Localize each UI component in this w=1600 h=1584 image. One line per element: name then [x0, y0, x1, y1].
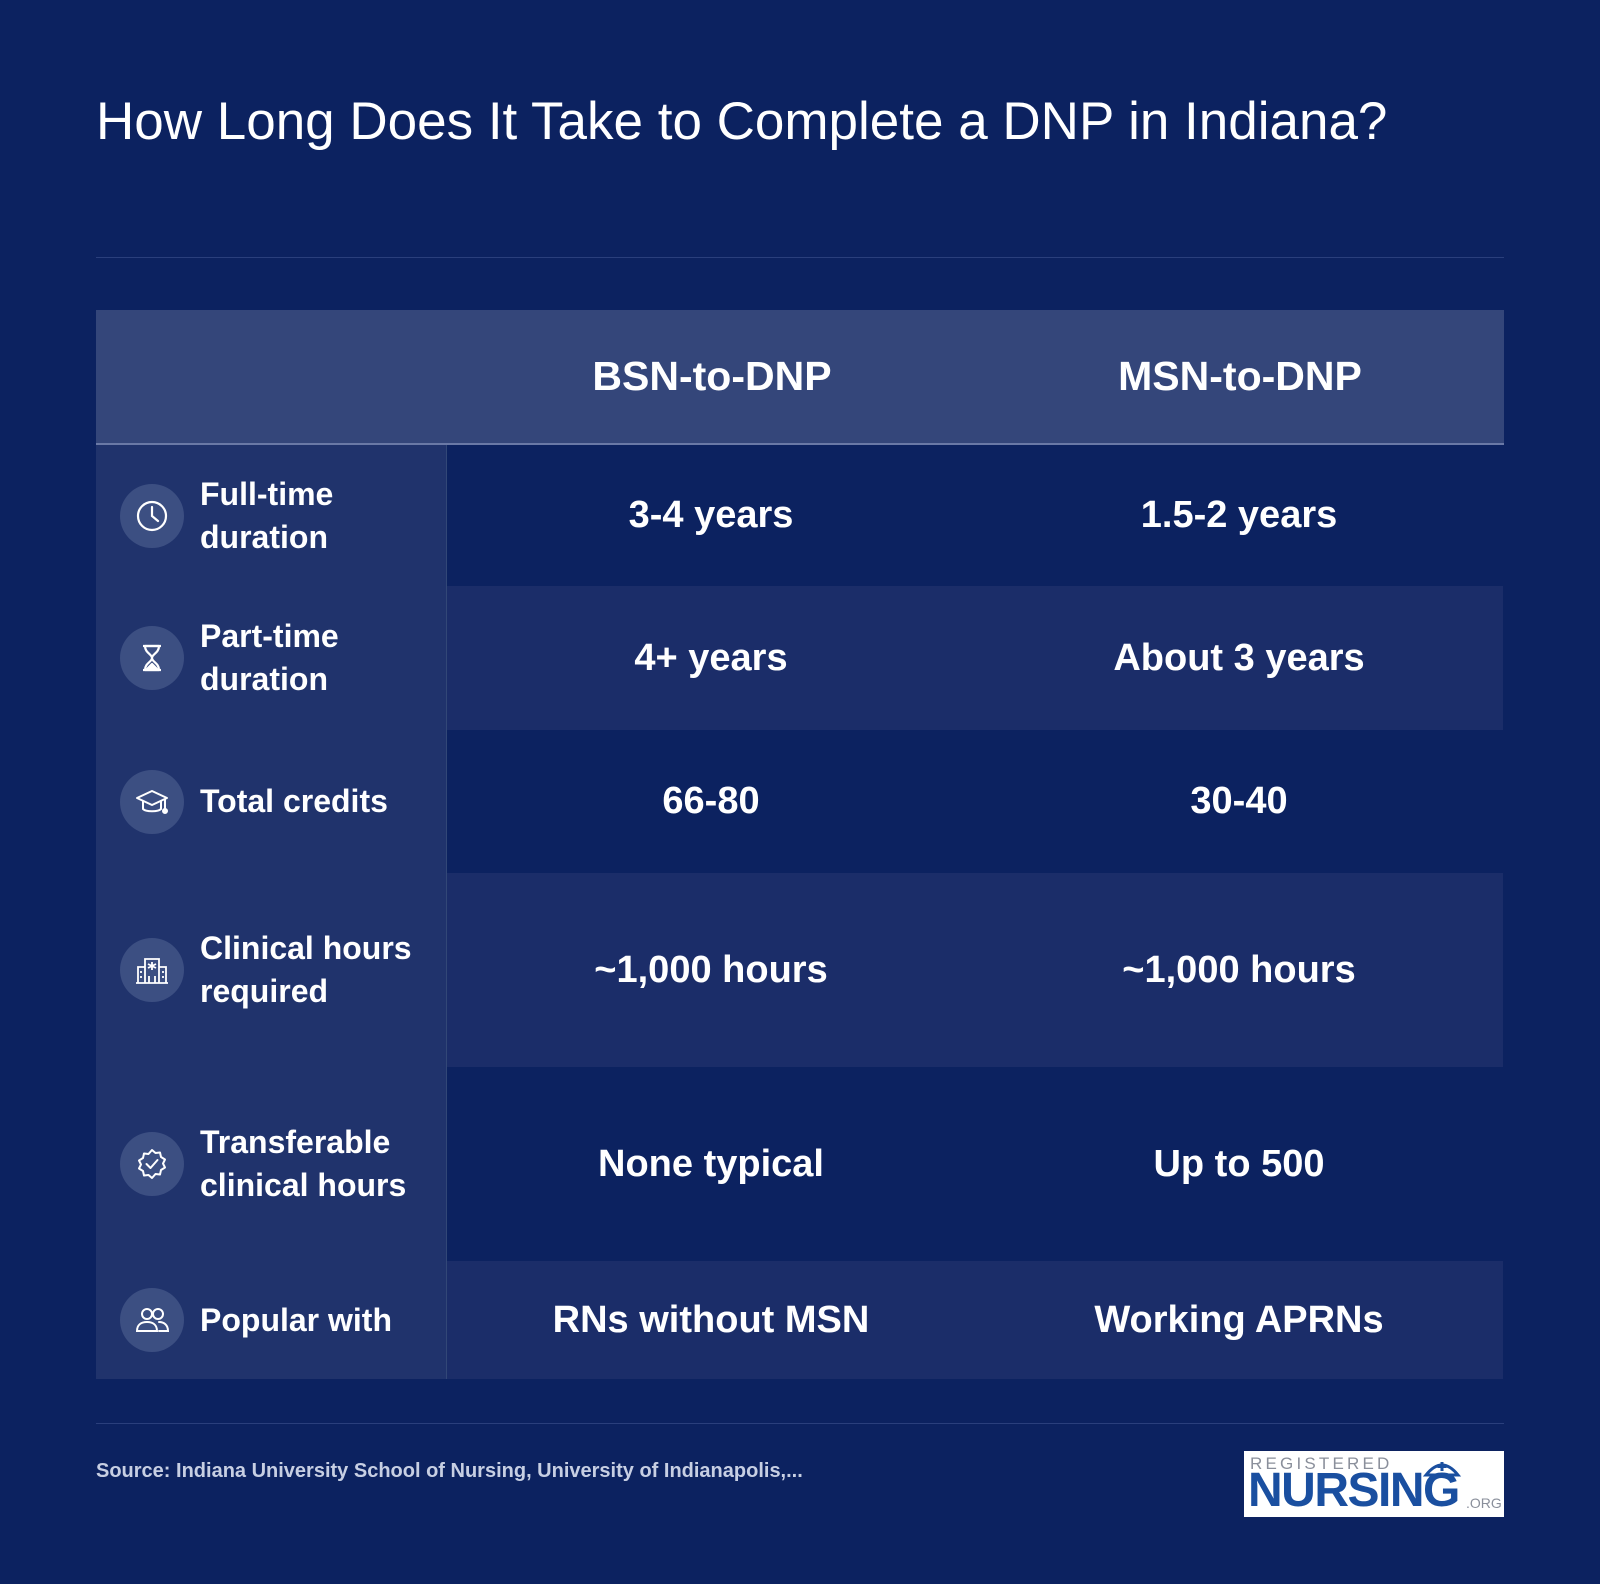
cell-msn: ~1,000 hours [975, 873, 1503, 1067]
registered-nursing-logo: REGISTERED NURSING .ORG [1244, 1451, 1504, 1517]
hourglass-icon [120, 626, 184, 690]
cell-msn: 1.5-2 years [975, 445, 1503, 586]
logo-suffix: .ORG [1466, 1495, 1502, 1511]
graduation-cap-icon [120, 769, 184, 834]
row-label: Transferable clinical hours [96, 1067, 447, 1261]
table-header: BSN-to-DNP MSN-to-DNP [96, 310, 1504, 445]
badge-check-icon [120, 1132, 184, 1196]
header-corner [96, 310, 448, 443]
cell-bsn: RNs without MSN [447, 1261, 975, 1379]
row-label: Part-time duration [96, 586, 447, 730]
table-row-clinical-hours: Clinical hours required ~1,000 hours ~1,… [96, 873, 1504, 1067]
clock-icon [120, 483, 184, 548]
row-label: Full-time duration [96, 445, 447, 586]
table-row-full-time: Full-time duration 3-4 years 1.5-2 years [96, 445, 1504, 586]
row-label-text: Clinical hours required [200, 930, 412, 1009]
row-label-text: Transferable clinical hours [200, 1124, 407, 1203]
cell-msn: 30-40 [975, 730, 1503, 873]
row-label: Total credits [96, 730, 447, 873]
row-label-text: Full-time duration [200, 475, 334, 555]
column-header-msn: MSN-to-DNP [1118, 353, 1362, 399]
cell-msn: Up to 500 [975, 1067, 1503, 1261]
table-row-transferable-hours: Transferable clinical hours None typical… [96, 1067, 1504, 1261]
cell-msn: Working APRNs [975, 1261, 1503, 1379]
row-label-text: Part-time duration [200, 618, 339, 697]
table-row-part-time: Part-time duration 4+ years About 3 year… [96, 586, 1504, 730]
row-label: Clinical hours required [96, 873, 447, 1067]
cell-bsn: None typical [447, 1067, 975, 1261]
row-label: Popular with [96, 1261, 447, 1379]
cell-bsn: 4+ years [447, 586, 975, 730]
page-title: How Long Does It Take to Complete a DNP … [96, 92, 1388, 151]
column-header-bsn: BSN-to-DNP [592, 353, 832, 399]
row-label-text: Total credits [200, 783, 388, 819]
table-row-total-credits: Total credits 66-80 30-40 [96, 730, 1504, 873]
hospital-icon [120, 938, 184, 1002]
source-note: Source: Indiana University School of Nur… [96, 1460, 803, 1482]
footer-divider [96, 1423, 1504, 1424]
logo-main-text: NURSING [1248, 1464, 1460, 1517]
cell-bsn: 66-80 [447, 730, 975, 873]
cell-bsn: ~1,000 hours [447, 873, 975, 1067]
logo-top-text: REGISTERED [1250, 1454, 1393, 1473]
row-label-text: Popular with [200, 1301, 392, 1338]
title-divider [96, 257, 1504, 258]
comparison-table: BSN-to-DNP MSN-to-DNP Full-time duration… [96, 310, 1504, 1379]
users-icon [120, 1288, 184, 1352]
table-row-popular-with: Popular with RNs without MSN Working APR… [96, 1261, 1504, 1379]
nurse-cap-icon [1422, 1462, 1462, 1477]
cell-msn: About 3 years [975, 586, 1503, 730]
cell-bsn: 3-4 years [447, 445, 975, 586]
